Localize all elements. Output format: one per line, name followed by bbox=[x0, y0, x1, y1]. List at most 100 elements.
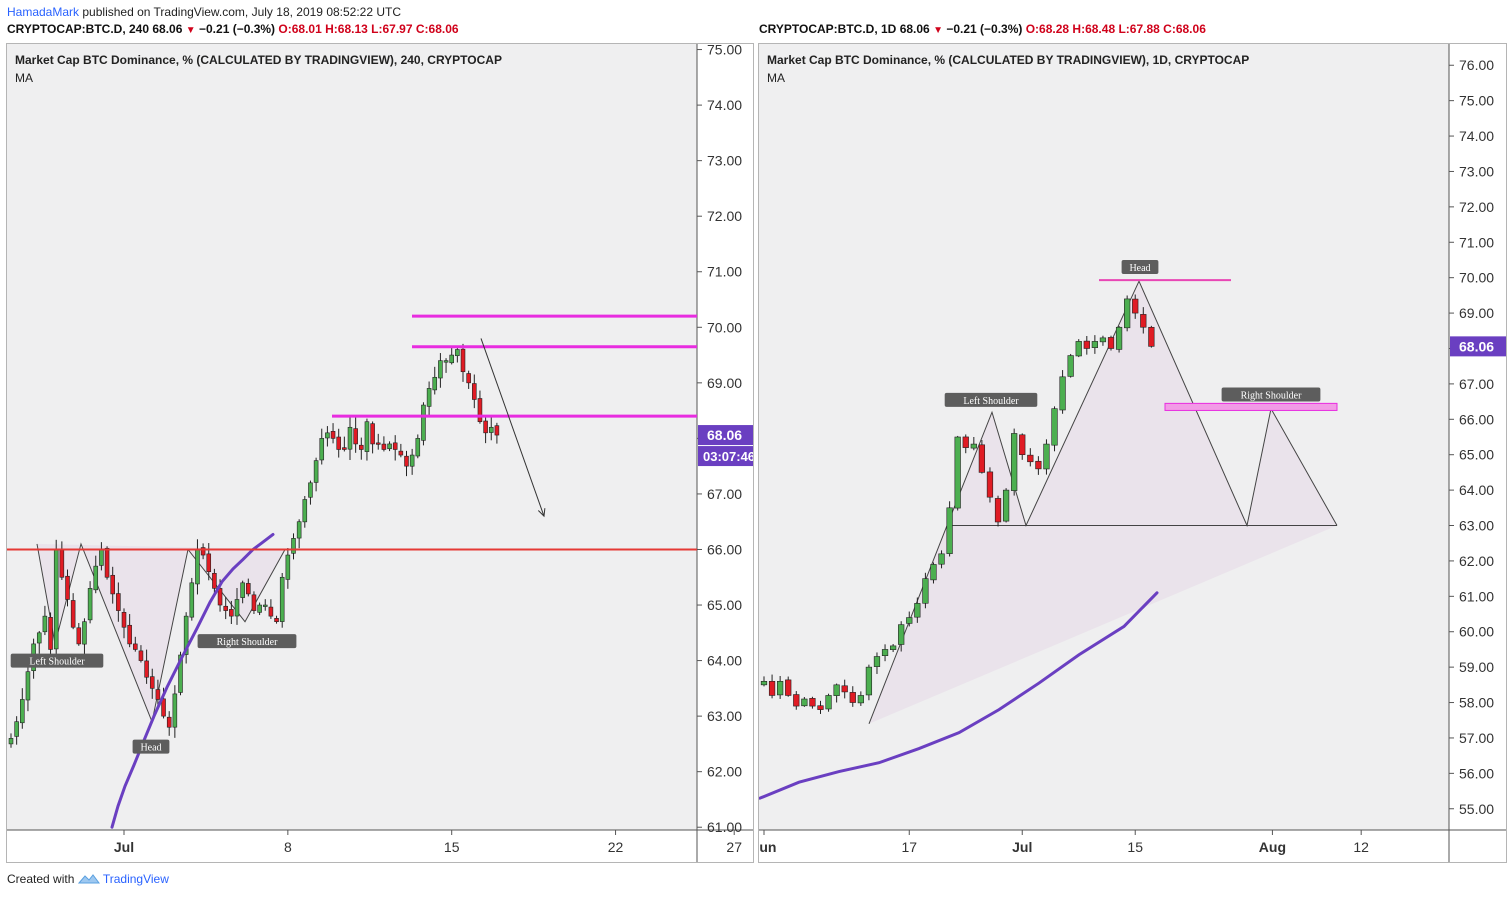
left-high: H:68.13 bbox=[325, 22, 368, 36]
candle-body bbox=[234, 599, 240, 617]
y-tick-label: 69.00 bbox=[707, 375, 742, 391]
candle-body bbox=[946, 507, 953, 554]
candle-body bbox=[25, 671, 31, 701]
candle-body bbox=[1107, 337, 1115, 349]
candle-body bbox=[1019, 434, 1026, 456]
candle-body bbox=[460, 348, 466, 373]
candle-body bbox=[466, 373, 471, 384]
pattern-label-bg bbox=[132, 739, 170, 754]
candle-body bbox=[206, 553, 212, 573]
pattern-label-bg bbox=[1121, 260, 1159, 275]
candle-body bbox=[930, 564, 937, 581]
candle-body bbox=[121, 611, 127, 628]
candle-body bbox=[189, 582, 195, 618]
candle-body bbox=[472, 383, 477, 400]
candle-body bbox=[978, 444, 986, 473]
publish-line: HamadaMark published on TradingView.com,… bbox=[7, 5, 401, 19]
candle-body bbox=[20, 699, 25, 724]
candle-body bbox=[1124, 298, 1131, 329]
candle-body bbox=[994, 498, 1002, 523]
candle-body bbox=[42, 615, 48, 633]
candle-body bbox=[1099, 337, 1107, 343]
y-tick-label: 73.00 bbox=[707, 153, 742, 169]
candle-body bbox=[494, 425, 500, 436]
candle-body bbox=[285, 554, 291, 580]
candle-body bbox=[841, 685, 848, 693]
candle-body bbox=[291, 538, 296, 554]
pattern-label: Left Shoulder bbox=[29, 657, 85, 668]
pattern-line bbox=[868, 280, 1338, 724]
chart-svg-240[interactable]: 75.0074.0073.0072.0071.0070.0069.0068.00… bbox=[7, 44, 753, 862]
arrow-head-icon bbox=[537, 508, 546, 518]
author-link[interactable]: HamadaMark bbox=[7, 5, 80, 19]
candle-body bbox=[268, 606, 274, 617]
x-tick-label: 22 bbox=[608, 839, 624, 855]
candle-body bbox=[217, 588, 223, 606]
candle-body bbox=[138, 650, 144, 661]
footer: Created with TradingView bbox=[7, 872, 169, 886]
chart-title: Market Cap BTC Dominance, % (CALCULATED … bbox=[767, 53, 1250, 67]
y-tick-label: 65.00 bbox=[707, 597, 742, 613]
candle-body bbox=[488, 426, 494, 433]
y-tick-label: 70.00 bbox=[1459, 270, 1494, 286]
candle-body bbox=[262, 604, 268, 607]
tradingview-logo-icon bbox=[77, 874, 100, 884]
right-ohlc-bar: CRYPTOCAP:BTC.D, 1D 68.06 ▼ −0.21 (−0.3%… bbox=[759, 22, 1206, 36]
indicator-label: MA bbox=[767, 71, 785, 85]
candle-body bbox=[330, 431, 336, 439]
candle-body bbox=[65, 575, 70, 600]
candle-body bbox=[166, 716, 172, 728]
countdown-bg bbox=[698, 446, 753, 467]
y-tick-label: 75.00 bbox=[1459, 93, 1494, 109]
candle-body bbox=[229, 609, 234, 617]
resistance-zone bbox=[1164, 402, 1338, 411]
pattern-label-bg bbox=[10, 653, 104, 668]
down-triangle-icon: ▼ bbox=[933, 25, 943, 36]
y-tick-label: 66.00 bbox=[707, 541, 742, 557]
y-tick-label: 63.00 bbox=[707, 708, 742, 724]
candle-body bbox=[387, 443, 392, 450]
pattern-label: Right Shoulder bbox=[217, 637, 279, 648]
pattern-fill bbox=[869, 281, 1337, 724]
candle-body bbox=[336, 436, 341, 450]
left-ohlc-bar: CRYPTOCAP:BTC.D, 240 68.06 ▼ −0.21 (−0.3… bbox=[7, 22, 459, 36]
candle-body bbox=[477, 398, 483, 423]
candle-body bbox=[347, 426, 353, 450]
candle-body bbox=[53, 549, 59, 650]
y-tick-label: 67.00 bbox=[707, 486, 742, 502]
x-tick-label: 8 bbox=[284, 839, 292, 855]
candle-body bbox=[438, 360, 443, 379]
candle-body bbox=[319, 438, 325, 461]
candle-body bbox=[785, 679, 792, 696]
candle-body bbox=[889, 645, 897, 650]
candle-body bbox=[251, 594, 257, 611]
pattern-label: Right Shoulder bbox=[1241, 391, 1303, 402]
candle-body bbox=[809, 698, 816, 707]
right-symbol: CRYPTOCAP:BTC.D, 1D bbox=[759, 22, 897, 36]
chart-panel-1d[interactable]: 76.00 75.00 74.00 73.00 72.00 71.00 70.00 69.00… bbox=[758, 43, 1507, 863]
candle-body bbox=[1027, 454, 1034, 463]
y-tick-label: 72.00 bbox=[707, 208, 742, 224]
pattern-label-bg bbox=[944, 392, 1038, 407]
tradingview-link[interactable]: TradingView bbox=[102, 872, 169, 886]
y-tick-label: 66.00 bbox=[1459, 411, 1494, 427]
pattern-label: Head bbox=[1129, 263, 1150, 274]
x-tick-label: 12 bbox=[1353, 839, 1369, 855]
candle-body bbox=[359, 444, 364, 450]
candle-body bbox=[421, 404, 426, 441]
candle-body bbox=[183, 615, 189, 655]
candle-body bbox=[1043, 443, 1050, 470]
indicator-label: MA bbox=[15, 71, 33, 85]
candle-body bbox=[426, 388, 432, 407]
plot-area bbox=[759, 44, 1449, 830]
candle-body bbox=[364, 421, 370, 452]
y-tick-label: 59.00 bbox=[1459, 659, 1494, 675]
candle-body bbox=[392, 442, 398, 450]
candle-body bbox=[1140, 314, 1147, 328]
chart-panel-240[interactable]: 75.0074.0073.0072.0071.0070.0069.0068.00… bbox=[6, 43, 754, 863]
y-tick-label: 62.00 bbox=[1459, 553, 1494, 569]
price-tag: 68.06 bbox=[1459, 338, 1494, 354]
candle-body bbox=[857, 695, 864, 704]
candle-body bbox=[133, 643, 138, 650]
chart-svg-1d[interactable]: 76.00 75.00 74.00 73.00 72.00 71.00 70.00 69.00… bbox=[759, 44, 1506, 862]
